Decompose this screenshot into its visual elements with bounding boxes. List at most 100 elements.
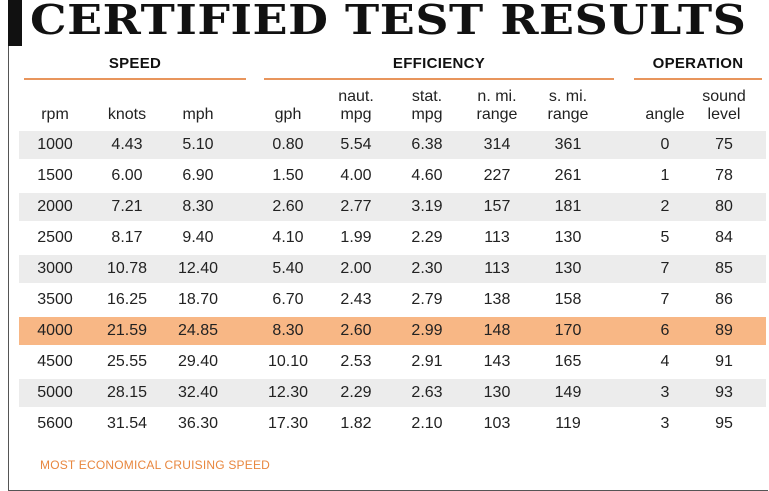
cell-stat-range: 158 <box>554 291 582 308</box>
cell-knots: 7.21 <box>111 198 143 215</box>
cell-sound-level: 86 <box>715 291 733 308</box>
cell-sound-level: 84 <box>715 229 733 246</box>
column-header-angle: angle <box>645 106 685 123</box>
cell-mph: 6.90 <box>182 167 214 184</box>
cell-angle: 5 <box>660 229 670 246</box>
cell-gph: 2.60 <box>272 198 304 215</box>
cell-knots: 10.78 <box>106 260 148 277</box>
cell-knots: 4.43 <box>111 136 143 153</box>
table-row: 2500 8.17 9.40 4.10 1.99 2.29 113 130 5 84 <box>19 224 766 252</box>
cell-knots: 8.17 <box>111 229 143 246</box>
table-row: 1500 6.00 6.90 1.50 4.00 4.60 227 261 1 78 <box>19 162 766 190</box>
cell-angle: 0 <box>660 136 670 153</box>
cell-naut-mpg: 2.77 <box>340 198 372 215</box>
cell-naut-range: 113 <box>484 229 510 246</box>
cell-stat-mpg: 2.10 <box>411 415 443 432</box>
cell-angle: 7 <box>660 260 670 277</box>
cell-naut-range: 103 <box>483 415 511 432</box>
cell-naut-mpg: 2.43 <box>340 291 372 308</box>
table-row: 4000 21.59 24.85 8.30 2.60 2.99 148 170 6 89 <box>19 317 766 345</box>
cell-rpm: 5000 <box>37 384 73 401</box>
column-header-naut-range: n. mi. range <box>476 88 518 123</box>
cell-mph: 29.40 <box>177 353 219 370</box>
cell-angle: 3 <box>660 384 670 401</box>
cell-naut-mpg: 1.99 <box>340 229 372 246</box>
table-row: 3500 16.25 18.70 6.70 2.43 2.79 138 158 7 86 <box>19 286 766 314</box>
cell-mph: 24.85 <box>177 322 219 339</box>
cell-naut-range: 113 <box>484 260 510 277</box>
cell-naut-range: 143 <box>483 353 511 370</box>
cell-stat-mpg: 2.30 <box>411 260 443 277</box>
cell-gph: 4.10 <box>272 229 304 246</box>
cell-mph: 8.30 <box>182 198 214 215</box>
cell-knots: 28.15 <box>106 384 148 401</box>
cell-angle: 7 <box>660 291 670 308</box>
cell-rpm: 5600 <box>37 415 73 432</box>
column-header-stat-mpg: stat. mpg <box>411 88 443 123</box>
cell-gph: 5.40 <box>272 260 304 277</box>
cell-naut-mpg: 2.00 <box>340 260 372 277</box>
cell-stat-range: 181 <box>554 198 582 215</box>
cell-gph: 0.80 <box>272 136 304 153</box>
cell-rpm: 1500 <box>37 167 73 184</box>
column-header-stat-range: s. mi. range <box>547 88 589 123</box>
table-row: 5000 28.15 32.40 12.30 2.29 2.63 130 149 3 93 <box>19 379 766 407</box>
cell-mph: 32.40 <box>177 384 219 401</box>
cell-knots: 16.25 <box>106 291 148 308</box>
table-row: 5600 31.54 36.30 17.30 1.82 2.10 103 119 3 95 <box>19 410 766 438</box>
cell-stat-mpg: 2.29 <box>411 229 443 246</box>
cell-stat-range: 119 <box>555 415 581 432</box>
cell-angle: 1 <box>660 167 670 184</box>
cell-angle: 2 <box>660 198 670 215</box>
cell-stat-mpg: 2.63 <box>411 384 443 401</box>
table-row: 1000 4.43 5.10 0.80 5.54 6.38 314 361 0 75 <box>19 131 766 159</box>
cell-gph: 1.50 <box>272 167 304 184</box>
cell-naut-mpg: 2.60 <box>340 322 372 339</box>
cell-gph: 12.30 <box>267 384 309 401</box>
table-row: 2000 7.21 8.30 2.60 2.77 3.19 157 181 2 80 <box>19 193 766 221</box>
cell-rpm: 4500 <box>37 353 73 370</box>
cell-sound-level: 80 <box>715 198 733 215</box>
group-header-speed: SPEED <box>24 56 246 80</box>
cell-knots: 25.55 <box>106 353 148 370</box>
cell-mph: 5.10 <box>182 136 214 153</box>
cell-gph: 8.30 <box>272 322 304 339</box>
cell-naut-range: 157 <box>483 198 511 215</box>
cell-angle: 3 <box>660 415 670 432</box>
cell-sound-level: 93 <box>715 384 733 401</box>
cell-stat-mpg: 6.38 <box>411 136 443 153</box>
cell-stat-mpg: 2.91 <box>411 353 443 370</box>
cell-rpm: 3000 <box>37 260 73 277</box>
column-header-knots: knots <box>107 106 147 123</box>
cell-gph: 6.70 <box>272 291 304 308</box>
cell-rpm: 4000 <box>37 322 73 339</box>
cell-angle: 6 <box>660 322 670 339</box>
cell-mph: 12.40 <box>177 260 219 277</box>
cell-stat-range: 261 <box>554 167 582 184</box>
cell-stat-range: 149 <box>554 384 582 401</box>
cell-stat-range: 170 <box>554 322 582 339</box>
cell-naut-range: 314 <box>483 136 511 153</box>
cell-naut-mpg: 2.53 <box>340 353 372 370</box>
cell-naut-mpg: 4.00 <box>340 167 372 184</box>
cell-sound-level: 91 <box>715 353 733 370</box>
cell-stat-range: 361 <box>554 136 582 153</box>
cell-stat-range: 130 <box>554 229 582 246</box>
cell-knots: 6.00 <box>111 167 143 184</box>
table-row: 3000 10.78 12.40 5.40 2.00 2.30 113 130 7 85 <box>19 255 766 283</box>
cell-mph: 36.30 <box>177 415 219 432</box>
cell-rpm: 3500 <box>37 291 73 308</box>
group-header-efficiency: EFFICIENCY <box>264 56 614 80</box>
cell-naut-range: 148 <box>483 322 511 339</box>
page-title: CERTIFIED TEST RESULTS <box>30 0 747 44</box>
cell-naut-mpg: 5.54 <box>340 136 372 153</box>
cell-knots: 31.54 <box>106 415 148 432</box>
cell-mph: 9.40 <box>182 229 214 246</box>
title-accent-bar <box>8 0 22 46</box>
cell-gph: 10.10 <box>267 353 309 370</box>
cell-naut-range: 227 <box>483 167 511 184</box>
cell-rpm: 1000 <box>37 136 73 153</box>
cell-stat-range: 130 <box>554 260 582 277</box>
footnote: MOST ECONOMICAL CRUISING SPEED <box>40 458 271 472</box>
cell-naut-range: 138 <box>483 291 511 308</box>
